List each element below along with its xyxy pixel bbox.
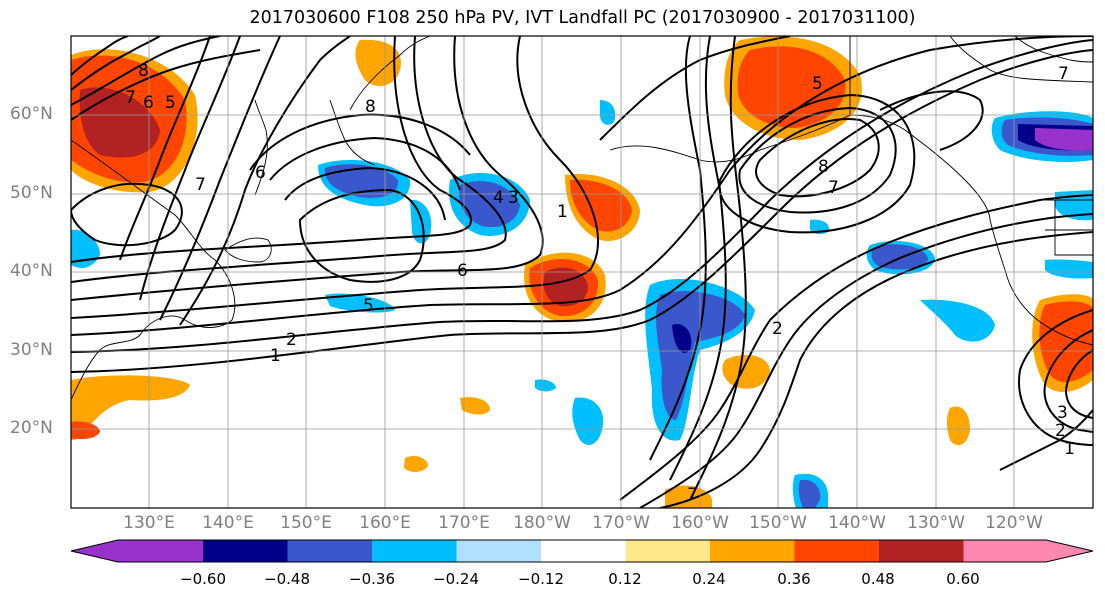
contour-label: 8 <box>365 97 376 117</box>
graticule <box>71 36 1093 508</box>
colorbar-tick: 0.48 <box>861 570 895 588</box>
map-frame <box>70 35 1094 509</box>
lon-label: 140°E <box>202 513 254 533</box>
contour-label: 7 <box>125 88 136 108</box>
contour-label: 4 <box>493 188 504 208</box>
colorbar-outline <box>70 539 1094 563</box>
colorbar-tick: −0.36 <box>349 570 395 588</box>
lon-label: 180°W <box>513 513 571 533</box>
lon-label: 140°W <box>828 513 886 533</box>
contour-label: 8 <box>138 61 149 81</box>
colorbar-segment <box>456 540 542 562</box>
contour-label: 5 <box>812 74 823 94</box>
contour-label: 7 <box>195 175 206 195</box>
contour-label: 5 <box>363 296 374 316</box>
contour-label: 3 <box>508 188 519 208</box>
colorbar-segment <box>71 540 203 562</box>
lon-label: 160°E <box>359 513 411 533</box>
contour-label: 6 <box>457 261 468 281</box>
contour-label: 2 <box>286 330 297 350</box>
contour-label: 7 <box>828 178 839 198</box>
colorbar-tick: 0.60 <box>946 570 980 588</box>
contour-label: 3 <box>1057 403 1068 423</box>
colorbar-tick: −0.48 <box>264 570 310 588</box>
lat-label: 20°N <box>10 418 53 438</box>
lat-label: 60°N <box>10 104 53 124</box>
colorbar-tick: 0.24 <box>692 570 726 588</box>
contour-label: 6 <box>143 93 154 113</box>
colorbar-tick: −0.60 <box>180 570 226 588</box>
lat-label: 30°N <box>10 340 53 360</box>
colorbar-segment <box>963 540 1093 562</box>
colorbar-segment <box>287 540 373 562</box>
contour-label: 6 <box>255 163 266 183</box>
colorbar-segment <box>794 540 880 562</box>
lon-label: 170°E <box>438 513 490 533</box>
contour-label: 2 <box>1055 421 1066 441</box>
colorbar-segment <box>541 540 626 562</box>
colorbar-segment <box>879 540 964 562</box>
lon-label: 130°E <box>123 513 175 533</box>
contour-label: 2 <box>772 319 783 339</box>
lon-label: 150°W <box>749 513 807 533</box>
contour-label: 7 <box>1058 64 1069 84</box>
lon-label: 160°W <box>671 513 729 533</box>
colorbar-tick: −0.12 <box>518 570 564 588</box>
contour-label: 5 <box>165 93 176 113</box>
colorbar-tick: −0.24 <box>433 570 479 588</box>
colorbar-tick: 0.12 <box>608 570 642 588</box>
plot-title: 2017030600 F108 250 hPa PV, IVT Landfall… <box>249 8 916 28</box>
colorbar-segment <box>372 540 457 562</box>
lon-label: 170°W <box>592 513 650 533</box>
colorbar-segment <box>625 540 711 562</box>
contour-labels: 8 7 6 5 7 6 8 4 3 1 6 5 1 2 2 5 8 7 7 3 … <box>125 61 1075 505</box>
lat-label: 40°N <box>10 261 53 281</box>
contour-label: 1 <box>270 346 281 366</box>
contour-label: 7 <box>687 485 698 505</box>
colorbar-segment <box>710 540 795 562</box>
lon-label: 150°E <box>280 513 332 533</box>
colorbar-tick: 0.36 <box>777 570 811 588</box>
lon-label: 120°W <box>985 513 1043 533</box>
contour-label: 1 <box>1064 439 1075 459</box>
lat-label: 50°N <box>10 183 53 203</box>
contour-label: 1 <box>557 202 568 222</box>
lon-label: 130°W <box>907 513 965 533</box>
contour-label: 8 <box>818 157 829 177</box>
colorbar-segment <box>203 540 288 562</box>
pv-shading <box>71 36 1093 508</box>
